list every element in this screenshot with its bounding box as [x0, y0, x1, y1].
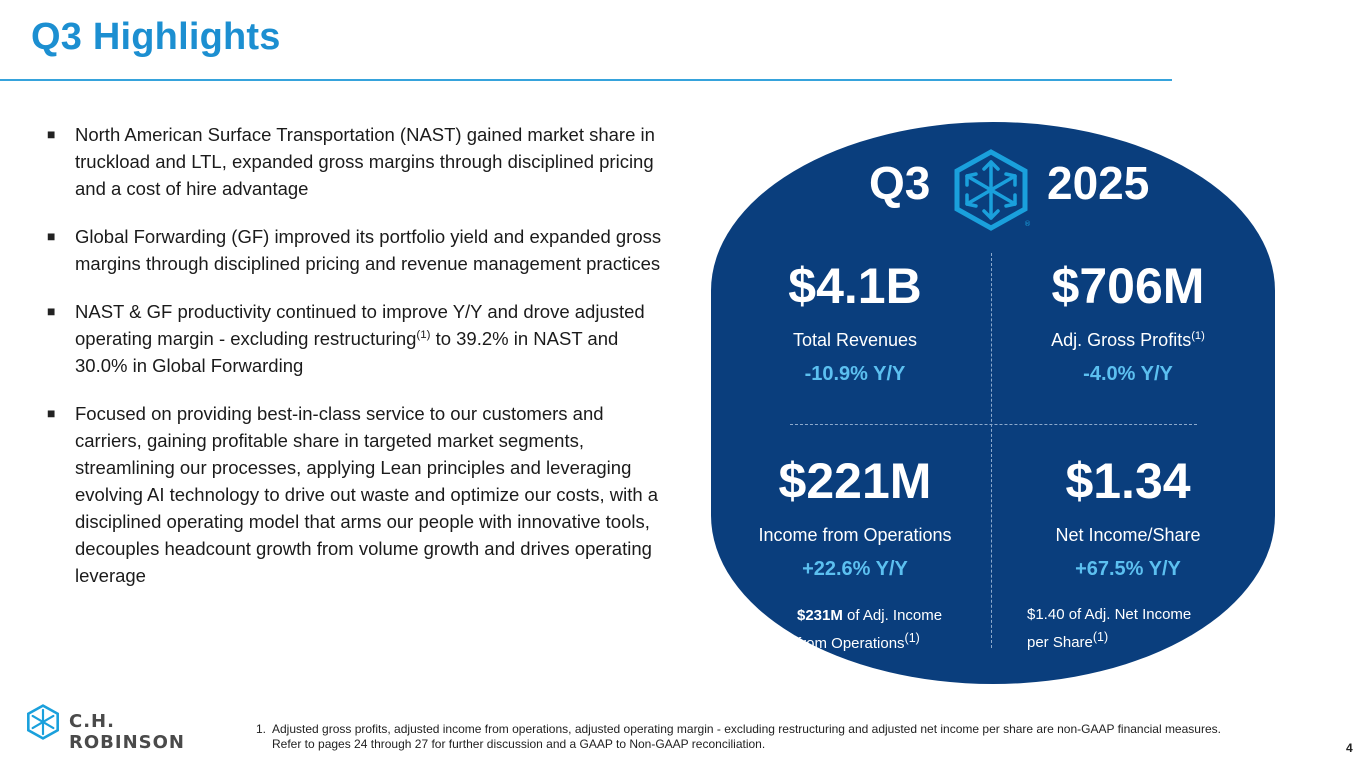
- kpi-total-revenues: $4.1B Total Revenues -10.9% Y/Y: [725, 258, 985, 386]
- kpi-value: $1.34: [1065, 453, 1191, 509]
- panel-quarter: Q3: [869, 157, 931, 209]
- kpi-label: Income from Operations: [758, 525, 952, 545]
- bullet-item: NAST & GF productivity continued to impr…: [47, 298, 667, 379]
- kpi-label: Net Income/Share: [1055, 525, 1201, 545]
- panel-year: 2025: [1047, 157, 1150, 209]
- ch-robinson-cube-icon: [27, 704, 59, 740]
- bullet-item: Focused on providing best-in-class servi…: [47, 400, 667, 589]
- bullet-text: NAST & GF productivity continued to impr…: [75, 301, 645, 349]
- bullet-text: Focused on providing best-in-class servi…: [75, 403, 659, 586]
- kpi-change: -10.9% Y/Y: [804, 363, 906, 385]
- adj-net-income-note: $1.40 of Adj. Net Income per Share(1): [1027, 606, 1192, 651]
- footnote-marker: (1): [416, 328, 431, 341]
- footnote: 1. Adjusted gross profits, adjusted inco…: [256, 722, 1336, 752]
- kpi-value: $4.1B: [788, 258, 922, 314]
- bullet-text: Global Forwarding (GF) improved its port…: [75, 226, 662, 274]
- kpi-change: -4.0% Y/Y: [1083, 363, 1173, 385]
- bullet-item: North American Surface Transportation (N…: [47, 121, 667, 202]
- ch-robinson-cube-icon: ®: [954, 149, 1031, 231]
- footnote-marker: (1): [904, 631, 920, 645]
- note-bold-value: $231M: [797, 607, 843, 624]
- kpi-label: Adj. Gross Profits(1): [1051, 330, 1205, 350]
- kpi-change: +67.5% Y/Y: [1075, 558, 1181, 580]
- kpi-value: $706M: [1051, 258, 1205, 314]
- page-title: Q3 Highlights: [31, 16, 281, 58]
- kpi-net-income-per-share: $1.34 Net Income/Share +67.5% Y/Y: [998, 453, 1258, 581]
- kpi-income-from-operations: $221M Income from Operations +22.6% Y/Y: [725, 453, 985, 581]
- footnote-marker: (1): [1191, 330, 1205, 342]
- kpi-change: +22.6% Y/Y: [802, 558, 908, 580]
- highlights-list: North American Surface Transportation (N…: [47, 121, 667, 610]
- kpi-value: $221M: [778, 453, 932, 509]
- horizontal-divider: [790, 424, 1197, 425]
- bullet-text: North American Surface Transportation (N…: [75, 124, 655, 199]
- brand-name: C.H. ROBINSON: [69, 711, 185, 753]
- kpi-label: Total Revenues: [792, 330, 918, 350]
- footnote-marker: (1): [1092, 630, 1109, 644]
- company-logo: C.H. ROBINSON: [24, 703, 214, 753]
- kpi-adj-gross-profits: $706M Adj. Gross Profits(1) -4.0% Y/Y: [998, 258, 1258, 386]
- footnote-number: 1.: [256, 722, 267, 736]
- registered-mark: ®: [1024, 220, 1031, 228]
- bullet-text: to 39.2% in NAST and 30.0% in Global For…: [75, 328, 619, 376]
- bullet-item: Global Forwarding (GF) improved its port…: [47, 223, 667, 277]
- footnote-line: Adjusted gross profits, adjusted income …: [272, 722, 1221, 736]
- vertical-divider: [991, 253, 992, 648]
- footnote-line: Refer to pages 24 through 27 for further…: [272, 737, 766, 751]
- page-number: 4: [1346, 741, 1353, 755]
- adj-income-note: $231M of Adj. Income from Operations(1): [797, 607, 943, 652]
- title-underline: [0, 79, 1172, 81]
